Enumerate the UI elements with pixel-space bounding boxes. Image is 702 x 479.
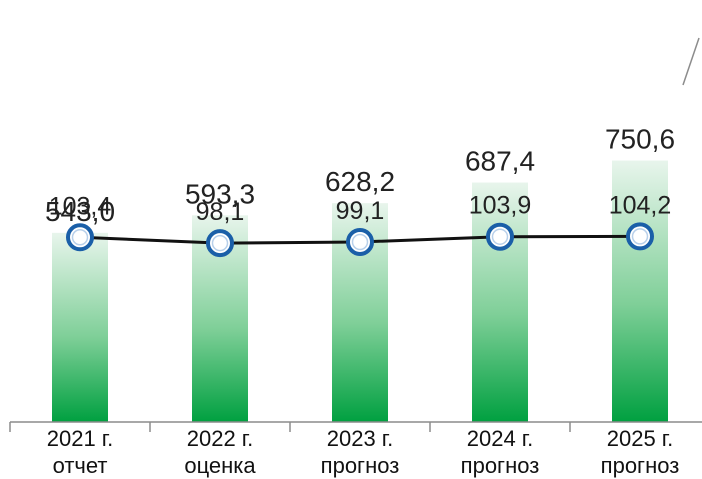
category-year-label: 2025 г.	[607, 426, 674, 451]
index-value-label: 99,1	[336, 197, 385, 225]
bars-layer	[52, 160, 668, 422]
index-marker	[626, 222, 654, 251]
category-note-label: оценка	[184, 453, 256, 478]
index-marker-inner-ring	[631, 228, 649, 245]
bar-value-label: 593,3	[185, 178, 255, 209]
category-note-label: прогноз	[601, 453, 680, 478]
bar	[472, 182, 528, 422]
category-note-label: отчет	[53, 453, 108, 478]
index-marker	[486, 222, 514, 251]
category-year-label: 2021 г.	[47, 426, 114, 451]
index-marker-inner-ring	[351, 233, 369, 251]
bar-value-label: 750,6	[605, 123, 675, 154]
index-line-layer	[66, 222, 654, 258]
index-marker-inner-ring	[491, 228, 509, 245]
category-year-label: 2023 г.	[327, 426, 394, 451]
category-note-label: прогноз	[321, 453, 400, 478]
index-value-label: 98,1	[196, 198, 245, 226]
bar-value-label: 628,2	[325, 166, 395, 197]
index-value-label: 104,2	[609, 191, 672, 219]
bar-value-label: 687,4	[465, 146, 535, 177]
bar	[612, 160, 668, 422]
category-year-label: 2024 г.	[467, 426, 534, 451]
category-note-label: прогноз	[461, 453, 540, 478]
category-year-label: 2022 г.	[187, 426, 254, 451]
index-value-label: 103,4	[49, 192, 112, 220]
labels-layer: 543,0 593,3 628,2 687,4 750,6 103,4 98,1 99,1 10…	[45, 123, 675, 226]
index-marker	[206, 229, 234, 258]
bar-value-label: 543,0	[45, 196, 115, 227]
index-marker	[346, 227, 374, 256]
index-value-label: 103,9	[469, 192, 532, 220]
decorative-diagonal-line	[682, 37, 700, 86]
index-marker-inner-ring	[71, 229, 89, 246]
index-marker-inner-ring	[211, 234, 229, 252]
index-marker	[66, 223, 94, 252]
bar	[52, 232, 108, 422]
